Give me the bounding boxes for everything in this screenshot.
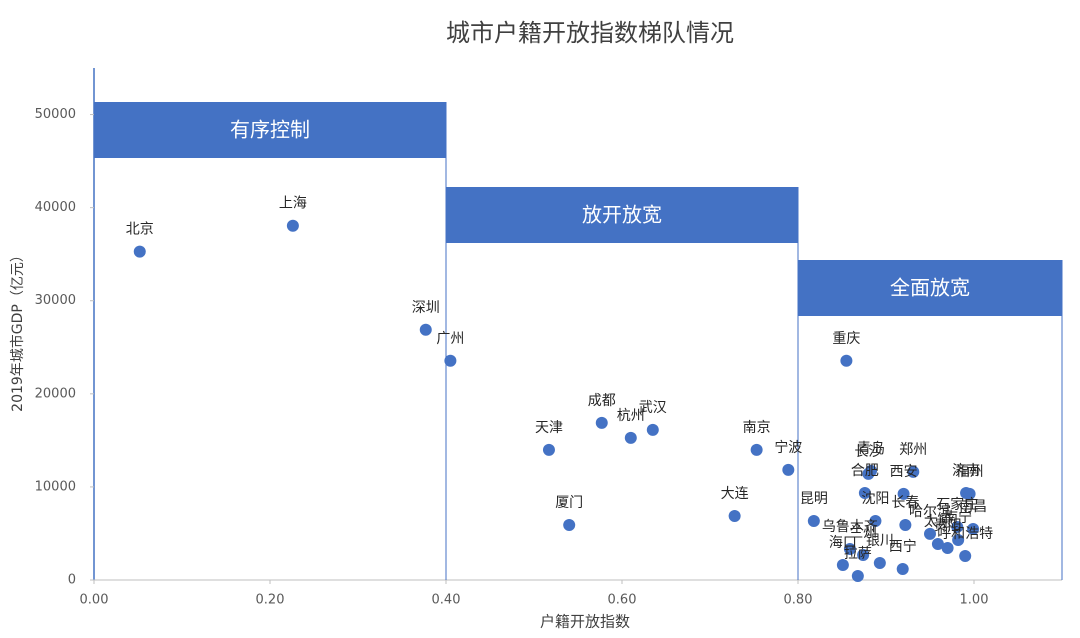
point: [843, 543, 856, 556]
point: [896, 563, 909, 576]
y-tick-label: 50000: [35, 107, 76, 122]
point: [951, 520, 964, 533]
point-label: 重庆: [832, 331, 860, 347]
x-axis-label: 户籍开放指数: [540, 613, 630, 631]
x-tick-label: 1.00: [960, 593, 989, 608]
point: [931, 537, 944, 550]
x-tick-label: 0.40: [432, 593, 461, 608]
point-label: 昆明: [800, 491, 828, 507]
point: [728, 509, 741, 522]
y-tick-label: 20000: [35, 386, 76, 401]
point: [542, 443, 555, 456]
point: [924, 527, 936, 540]
chart-title: 城市户籍开放指数梯队情况: [446, 19, 734, 47]
point-label: 太原: [924, 514, 952, 530]
point: [963, 487, 976, 500]
point-label: 郑州: [899, 442, 927, 458]
y-tick-label: 0: [68, 573, 76, 588]
point-label: 天津: [535, 420, 563, 436]
point: [952, 533, 965, 546]
point-label: 北京: [126, 222, 154, 238]
point-label: 西宁: [889, 538, 917, 555]
y-tick-label: 30000: [35, 293, 76, 308]
y-tick-label: 10000: [35, 479, 76, 494]
point: [967, 522, 980, 535]
point: [595, 416, 608, 429]
point: [840, 354, 853, 367]
point: [646, 423, 659, 436]
y-tick-label: 40000: [35, 200, 76, 215]
point-label: 南昌: [959, 499, 987, 515]
point-label: 沈阳: [861, 491, 889, 507]
point-label: 石家庄: [936, 496, 978, 513]
point-label: 拉萨: [844, 546, 872, 562]
point: [563, 518, 576, 531]
point: [858, 486, 871, 499]
x-tick-label: 0.00: [80, 593, 109, 608]
point-label: 长春: [891, 495, 919, 511]
point: [782, 463, 795, 476]
point-label: 青岛: [857, 441, 885, 457]
point: [899, 518, 912, 531]
point: [941, 541, 954, 554]
point-label: 银川: [866, 533, 894, 549]
point: [624, 431, 637, 444]
point-label: 厦门: [555, 495, 583, 511]
point-label: 海口: [829, 535, 857, 551]
point-label: 兰州: [849, 525, 877, 541]
point: [865, 464, 878, 477]
region-label: 有序控制: [230, 118, 310, 142]
point-label: 广州: [436, 331, 464, 347]
point: [807, 514, 820, 527]
x-tick-label: 0.20: [256, 593, 285, 608]
point-label: 宁波: [774, 439, 802, 456]
point: [286, 219, 299, 232]
point: [836, 559, 849, 572]
region-label: 全面放宽: [890, 276, 970, 300]
y-axis-label: 2019年城市GDP（亿元）: [9, 248, 26, 412]
point-label: 合肥: [851, 463, 879, 479]
point-label: 深圳: [412, 300, 440, 316]
region-box: [446, 187, 798, 243]
point-label: 乌鲁木齐: [822, 519, 878, 535]
point: [444, 354, 457, 367]
point-label: 成都: [588, 393, 616, 409]
point: [873, 556, 886, 569]
point: [750, 443, 763, 456]
point-label: 长沙: [854, 444, 882, 460]
point: [133, 245, 146, 258]
point-label: 南京: [743, 420, 771, 436]
point: [959, 549, 972, 562]
region-box: [94, 102, 446, 158]
point-label: 福州: [956, 464, 984, 480]
point-label: 大连: [721, 486, 749, 502]
point: [857, 548, 870, 561]
point: [897, 487, 910, 500]
point: [419, 323, 432, 336]
point-label: 哈尔滨: [909, 504, 951, 520]
point: [907, 465, 920, 478]
point-label: 南宁: [944, 509, 972, 526]
point-label: 西安: [890, 464, 918, 480]
region-label: 放开放宽: [582, 203, 662, 227]
point-label: 呼和浩特: [937, 526, 993, 542]
point: [869, 514, 882, 527]
x-tick-label: 0.80: [784, 593, 813, 608]
point-label: 济南: [952, 463, 980, 479]
point-label: 杭州: [617, 408, 645, 424]
x-tick-label: 0.60: [608, 593, 637, 608]
point-label: 武汉: [639, 400, 667, 416]
point-label: 贵阳: [934, 518, 962, 534]
point-label: 上海: [279, 196, 307, 212]
region-box: [798, 260, 1062, 316]
point: [851, 569, 864, 582]
